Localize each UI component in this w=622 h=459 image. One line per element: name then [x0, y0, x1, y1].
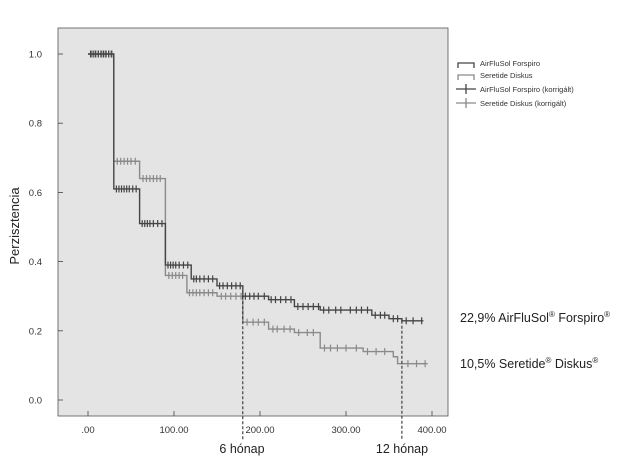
series-seretide [88, 50, 428, 368]
x-tick-label: 100.00 [159, 425, 188, 436]
legend-swatch [457, 74, 475, 80]
y-tick-label: 0.8 [29, 119, 42, 130]
legend-label: Seretide Diskus (korrigált) [480, 99, 567, 108]
legend-item: Seretide Diskus (korrigált) [456, 98, 567, 108]
step-line [88, 53, 428, 365]
legend-item: AirFluSol Forspiro (korrigált) [456, 84, 574, 94]
x-tick-label: 400.00 [417, 425, 446, 436]
annotation-airflusol: 22,9% AirFluSol® Forspiro® [460, 310, 610, 325]
y-tick-label: 1.0 [29, 50, 42, 61]
x-tick-label: 300.00 [331, 425, 360, 436]
legend: AirFluSol Forspiro Seretide Diskus AirFluS… [456, 59, 574, 108]
plot-background [57, 27, 449, 417]
legend-label: AirFluSol Forspiro (korrigált) [480, 85, 574, 94]
y-tick-label: 0.2 [29, 326, 42, 337]
y-tick-label: 0.4 [29, 257, 42, 268]
marker-label-12-honap: 12 hónap [376, 442, 428, 456]
y-tick-label: 0.0 [29, 396, 42, 407]
x-tick-label: .00 [81, 425, 94, 436]
marker-label-6-honap: 6 hónap [219, 442, 264, 456]
legend-swatch [457, 62, 475, 68]
x-tick-label: 200.00 [245, 425, 274, 436]
y-tick-label: 0.6 [29, 188, 42, 199]
annotation-seretide: 10,5% Seretide® Diskus® [460, 356, 598, 371]
markers-layer [242, 296, 403, 440]
y-axis-label: Perzisztencia [7, 187, 22, 265]
legend-label: AirFluSol Forspiro [480, 59, 540, 68]
axes: 0.0 0.2 0.4 0.6 0.8 1.0 .00 100.00 200.00 300.00 4… [29, 50, 447, 437]
legend-item: AirFluSol Forspiro [457, 59, 540, 68]
series-airflusol [88, 50, 424, 325]
step-line [88, 53, 424, 322]
legend-label: Seretide Diskus [480, 71, 533, 80]
series-layer [88, 50, 428, 368]
legend-item: Seretide Diskus [457, 71, 533, 80]
